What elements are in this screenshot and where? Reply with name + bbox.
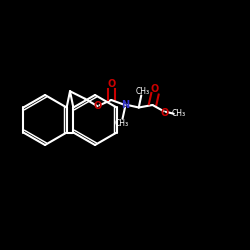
Text: O: O xyxy=(94,101,102,111)
Text: O: O xyxy=(107,79,116,89)
Text: N: N xyxy=(121,100,129,110)
Text: O: O xyxy=(151,84,159,94)
Text: CH₃: CH₃ xyxy=(136,86,149,96)
Text: CH₃: CH₃ xyxy=(172,109,186,118)
Text: CH₃: CH₃ xyxy=(114,119,128,128)
Text: O: O xyxy=(161,108,169,118)
